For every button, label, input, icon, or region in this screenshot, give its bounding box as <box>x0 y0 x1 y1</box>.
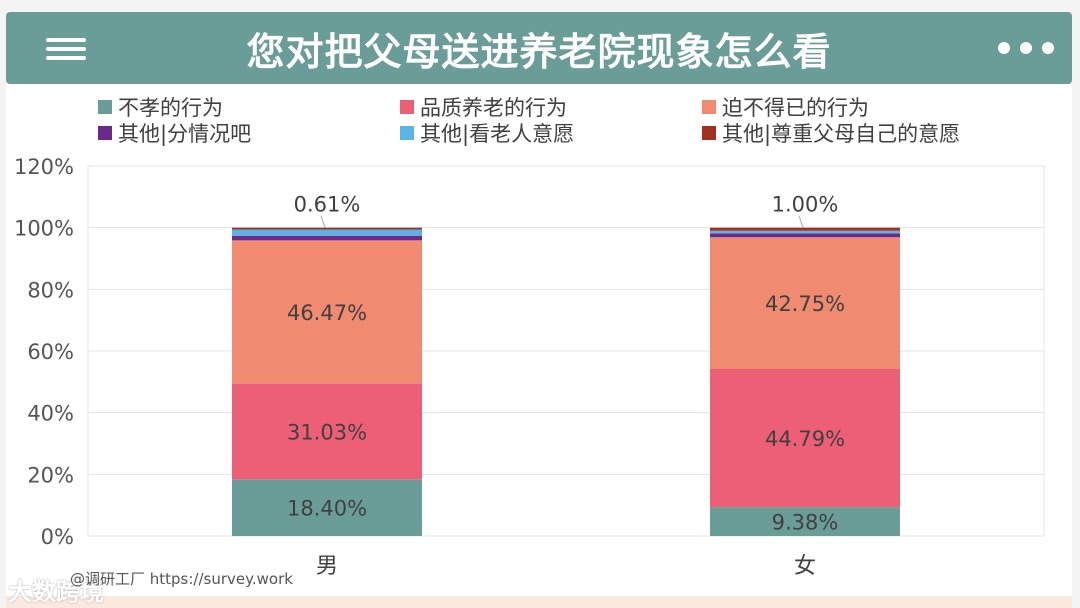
legend-swatch <box>702 126 716 140</box>
data-label: 31.03% <box>287 420 367 444</box>
legend-item: 不孝的行为 <box>98 94 223 120</box>
data-label: 9.38% <box>772 511 839 535</box>
brand-watermark: 大数跨境 <box>8 578 104 606</box>
stacked-bar-chart: 0% 20% 40% 60% 80% 100% 120% 18.40% 31.03% 46.47%… <box>14 155 1045 579</box>
data-label: 18.40% <box>287 497 367 521</box>
legend-item: 其他|看老人意愿 <box>400 120 574 146</box>
y-tick-label: 80% <box>27 278 74 302</box>
y-tick-label: 60% <box>27 340 74 364</box>
bar-segment <box>232 479 422 536</box>
bar-segment <box>710 230 900 234</box>
data-label: 0.61% <box>294 193 361 217</box>
legend-item: 其他|分情况吧 <box>98 120 251 146</box>
bar-segment <box>232 229 422 236</box>
legend-label: 其他|尊重父母自己的意愿 <box>722 122 961 146</box>
y-tick-label: 0% <box>41 525 74 549</box>
bar-segment <box>710 369 900 508</box>
source-watermark: @调研工厂 https://survey.work <box>70 570 293 588</box>
legend-label: 其他|分情况吧 <box>118 122 252 146</box>
legend-item: 其他|尊重父母自己的意愿 <box>702 120 960 146</box>
legend-label: 不孝的行为 <box>118 96 223 120</box>
bar-segment <box>710 233 900 238</box>
page-title: 您对把父母送进养老院现象怎么看 <box>246 29 832 74</box>
bar-segment <box>710 227 900 231</box>
chart-area: 不孝的行为 品质养老的行为 迫不得已的行为其他|分情况吧 其他|看老人意愿 其他|尊重父… <box>6 84 1072 596</box>
bar-segment <box>710 507 900 536</box>
data-label: 1.00% <box>772 193 839 217</box>
legend-label: 品质养老的行为 <box>420 96 567 120</box>
leader-line <box>320 215 326 228</box>
x-tick-label: 女 <box>794 554 816 579</box>
data-label: 42.75% <box>765 292 845 316</box>
legend-swatch <box>702 100 716 114</box>
legend-label: 迫不得已的行为 <box>722 96 869 120</box>
bar-segment <box>232 227 422 230</box>
legend-swatch <box>400 100 414 114</box>
legend-item: 迫不得已的行为 <box>702 94 869 120</box>
y-tick-label: 40% <box>27 402 74 426</box>
header-bar: 您对把父母送进养老院现象怎么看 <box>6 12 1072 84</box>
x-tick-label: 男 <box>316 554 338 579</box>
data-label: 46.47% <box>287 301 367 325</box>
legend-item: 品质养老的行为 <box>400 94 567 120</box>
bar-segment <box>232 383 422 480</box>
y-tick-label: 20% <box>27 463 74 487</box>
hamburger-menu-icon[interactable] <box>46 38 86 60</box>
data-label: 44.79% <box>765 427 845 451</box>
bar-segment <box>232 235 422 241</box>
legend-label: 其他|看老人意愿 <box>420 122 575 146</box>
leader-line <box>798 215 804 228</box>
more-dots-icon[interactable] <box>998 42 1054 54</box>
bar-segment <box>710 237 900 370</box>
y-tick-label: 100% <box>14 217 74 241</box>
y-tick-label: 120% <box>14 155 74 179</box>
legend-swatch <box>400 126 414 140</box>
legend-swatch <box>98 126 112 140</box>
legend-swatch <box>98 100 112 114</box>
bar-segment <box>232 240 422 384</box>
bottom-strip <box>6 596 1072 608</box>
